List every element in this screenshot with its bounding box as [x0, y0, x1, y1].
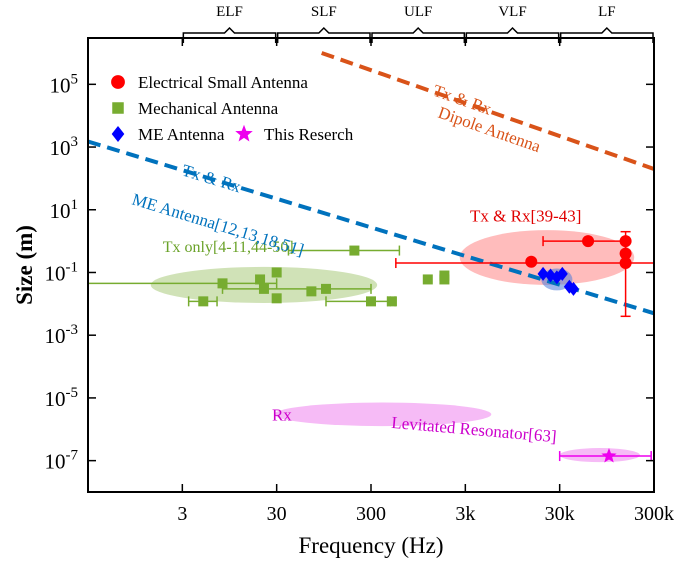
legend-label-this-reserch: This Reserch: [264, 125, 354, 144]
marker-mechanical-antenna: [217, 278, 228, 289]
marker-electrical-small-antenna: [619, 247, 632, 260]
x-axis-label: Frequency (Hz): [299, 533, 444, 558]
marker-electrical-small-antenna: [619, 235, 632, 248]
marker-electrical-small-antenna: [525, 255, 538, 268]
band-label-ulf: ULF: [404, 4, 432, 20]
marker-mechanical-antenna: [349, 245, 360, 256]
marker-me-antenna: [537, 266, 549, 281]
legend-marker-this-reserch: [235, 124, 253, 142]
y-tick-label: 10-1: [45, 259, 79, 285]
marker-me-antenna: [556, 266, 568, 281]
marker-mechanical-antenna: [439, 270, 450, 281]
legend-label-mechanical-antenna: Mechanical Antenna: [138, 99, 279, 118]
band-label-slf: SLF: [311, 4, 337, 20]
y-tick-label: 101: [50, 197, 79, 223]
region-label-rx: Rx: [272, 405, 292, 424]
marker-electrical-small-antenna: [582, 235, 595, 248]
legend: Electrical Small Antenna Mechanical Anten…: [111, 73, 354, 144]
x-tick-label: 3: [177, 503, 187, 525]
marker-mechanical-antenna: [198, 296, 209, 307]
marker-mechanical-antenna: [258, 283, 269, 294]
reference-lines: [87, 51, 655, 316]
ref-line-label-me-antenna: Tx & Rx: [180, 161, 244, 197]
y-axis-ticks: 10-7 10-5 10-3 10-1 101 103 105: [45, 71, 654, 474]
legend-marker-mechanical-antenna: [112, 102, 124, 114]
marker-mechanical-antenna: [320, 283, 331, 294]
x-tick-label: 300: [356, 503, 386, 525]
ref-line-me-antenna: [87, 139, 655, 316]
marker-mechanical-antenna: [255, 274, 266, 285]
region-levitated-resonator: [559, 448, 640, 463]
band-bracket: [465, 26, 560, 43]
x-tick-label: 3k: [455, 503, 475, 525]
y-tick-label: 103: [50, 134, 79, 160]
marker-electrical-small-antenna: [619, 257, 632, 270]
marker-me-antenna: [567, 281, 579, 296]
region-label-tx-only: Tx only[4-11,44-50]: [163, 239, 294, 256]
band-bracket: [371, 26, 466, 43]
marker-this-reserch: [601, 448, 617, 463]
frequency-bands: ELF SLF ULF VLF LF: [182, 4, 654, 43]
band-bracket: [182, 26, 277, 43]
y-tick-label: 105: [50, 71, 79, 97]
band-bracket: [276, 26, 371, 43]
y-tick-label: 10-7: [45, 448, 79, 474]
x-tick-label: 30k: [545, 503, 575, 525]
region-label-tx-rx: Tx & Rx[39-43]: [470, 207, 581, 226]
marker-mechanical-antenna: [271, 267, 282, 278]
marker-mechanical-antenna: [271, 293, 282, 304]
y-axis-label: Size (m): [12, 225, 37, 305]
band-label-elf: ELF: [216, 4, 243, 20]
region-rx: [274, 402, 492, 427]
marker-mechanical-antenna: [306, 286, 317, 297]
marker-mechanical-antenna: [422, 274, 433, 285]
band-label-vlf: VLF: [498, 4, 526, 20]
x-tick-label: 300k: [634, 503, 674, 525]
legend-label-electrical-small-antenna: Electrical Small Antenna: [138, 73, 308, 92]
x-axis-ticks: 3 30 300 3k 30k 300k: [177, 38, 674, 525]
marker-mechanical-antenna: [366, 296, 376, 307]
legend-marker-me-antenna: [111, 125, 125, 143]
legend-marker-electrical-small-antenna: [111, 75, 125, 89]
marker-mechanical-antenna: [386, 296, 397, 307]
x-tick-label: 30: [267, 503, 287, 525]
band-bracket: [559, 26, 654, 43]
band-label-lf: LF: [598, 4, 616, 20]
legend-label-me-antenna: ME Antenna: [138, 125, 225, 144]
data-markers: [198, 235, 632, 463]
y-tick-label: 10-3: [45, 322, 79, 348]
y-tick-label: 10-5: [45, 385, 79, 411]
